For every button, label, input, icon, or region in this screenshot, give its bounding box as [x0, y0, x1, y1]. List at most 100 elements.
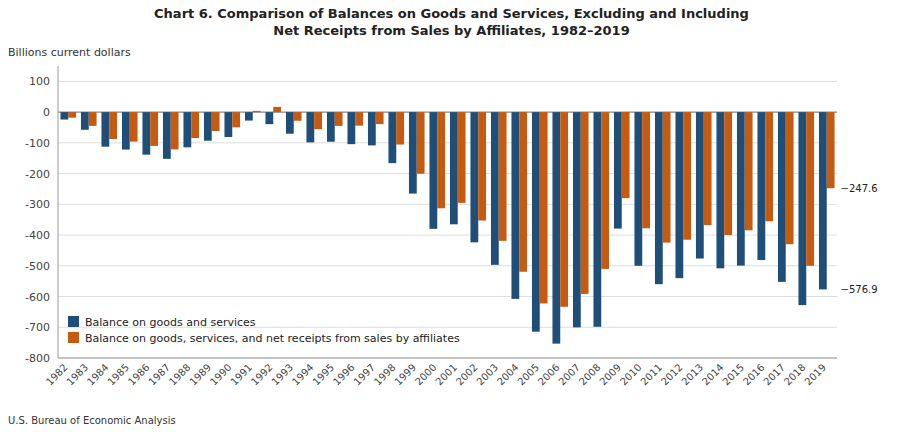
- title-line: Net Receipts from Sales by Affiliates, 1…: [273, 23, 629, 38]
- bar: [163, 112, 171, 159]
- y-axis-label: Billions current dollars: [8, 46, 131, 59]
- bar: [396, 112, 404, 144]
- x-tick-label: 1983: [64, 362, 90, 388]
- x-tick-label: 1993: [269, 362, 295, 388]
- bar: [806, 112, 814, 266]
- x-tick-label: 1994: [290, 362, 316, 388]
- bar: [683, 112, 691, 240]
- bar: [437, 112, 445, 208]
- x-tick-label: 1984: [85, 362, 111, 388]
- x-tick-label: 2004: [495, 362, 521, 388]
- legend-label: Balance on goods, services, and net rece…: [85, 332, 460, 345]
- bar: [470, 112, 478, 242]
- bar: [335, 112, 343, 126]
- bar: [819, 112, 827, 289]
- bar: [675, 112, 683, 278]
- x-tick-label: 2005: [515, 362, 541, 388]
- bar: [458, 112, 466, 203]
- bar: [355, 112, 363, 126]
- bar: [81, 112, 89, 130]
- chart-container: Chart 6. Comparison of Balances on Goods…: [0, 0, 903, 432]
- x-tick-label: 1987: [146, 362, 172, 388]
- bar: [368, 112, 376, 145]
- bar: [265, 112, 273, 124]
- bar: [150, 112, 158, 146]
- y-tick-label: -700: [25, 321, 50, 334]
- x-tick-label: 2016: [741, 362, 767, 388]
- x-tick-label: 1998: [372, 362, 398, 388]
- bar: [450, 112, 458, 224]
- bar: [704, 112, 712, 225]
- x-tick-label: 2014: [700, 362, 726, 388]
- y-tick-label: -300: [25, 198, 50, 211]
- x-tick-label: 1985: [105, 362, 131, 388]
- legend-swatch: [68, 332, 79, 343]
- bar: [581, 112, 589, 294]
- bar: [89, 112, 97, 126]
- bar: [478, 112, 486, 220]
- source: U.S. Bureau of Economic Analysis: [8, 415, 176, 426]
- x-tick-label: 1997: [351, 362, 377, 388]
- grid-line: [58, 358, 837, 359]
- bar: [245, 112, 253, 120]
- legend: Balance on goods and servicesBalance on …: [68, 316, 460, 345]
- bar: [122, 112, 130, 149]
- x-tick-label: 2010: [618, 362, 644, 388]
- bar: [306, 112, 314, 142]
- legend-swatch: [68, 316, 79, 327]
- bars: [60, 107, 834, 344]
- grid-line: [58, 296, 837, 297]
- x-tick-label: 2011: [638, 362, 664, 388]
- bar: [614, 112, 622, 228]
- bar: [171, 112, 179, 149]
- bar: [745, 112, 753, 230]
- x-tick-label: 2003: [474, 362, 500, 388]
- x-tick-label: 1995: [310, 362, 336, 388]
- bar: [109, 112, 117, 139]
- y-tick-label: 100: [29, 75, 50, 88]
- bar: [601, 112, 609, 269]
- bar: [376, 112, 384, 124]
- chart-svg: Chart 6. Comparison of Balances on Goods…: [0, 0, 903, 432]
- bar: [560, 112, 568, 307]
- bar: [798, 112, 806, 305]
- x-axis-line: [58, 358, 837, 359]
- bar: [204, 112, 212, 141]
- x-tick-label: 2015: [720, 362, 746, 388]
- bar: [224, 112, 232, 137]
- bar: [409, 112, 417, 193]
- x-tick-label: 1989: [187, 362, 213, 388]
- y-tick-label: -500: [25, 260, 50, 273]
- x-tick-label: 1992: [249, 362, 275, 388]
- bar: [716, 112, 724, 268]
- bar: [573, 112, 581, 327]
- bar: [827, 112, 835, 188]
- bar: [101, 112, 109, 147]
- y-tick-label: 0: [43, 106, 50, 119]
- bar: [429, 112, 437, 229]
- x-tick-label: 2018: [782, 362, 808, 388]
- bar: [737, 112, 745, 265]
- x-tick-label: 2006: [536, 362, 562, 388]
- title-line: Chart 6. Comparison of Balances on Goods…: [154, 6, 749, 21]
- bar: [212, 112, 220, 131]
- x-tick-label: 1990: [208, 362, 234, 388]
- bar: [696, 112, 704, 258]
- bar: [183, 112, 191, 147]
- grid-line: [58, 81, 837, 82]
- x-tick-label: 2017: [761, 362, 787, 388]
- bar: [347, 112, 355, 144]
- x-tick-label: 1982: [44, 362, 70, 388]
- x-tick-label: 2000: [413, 362, 439, 388]
- x-tick-label: 2012: [659, 362, 685, 388]
- x-tick-label: 1991: [228, 362, 254, 388]
- bar: [778, 112, 786, 282]
- bar: [593, 112, 601, 327]
- bar: [532, 112, 540, 332]
- grid: [58, 81, 837, 358]
- bar: [499, 112, 507, 241]
- bar: [540, 112, 548, 303]
- bar: [327, 112, 335, 142]
- y-tick-label: -600: [25, 291, 50, 304]
- bar: [314, 112, 322, 129]
